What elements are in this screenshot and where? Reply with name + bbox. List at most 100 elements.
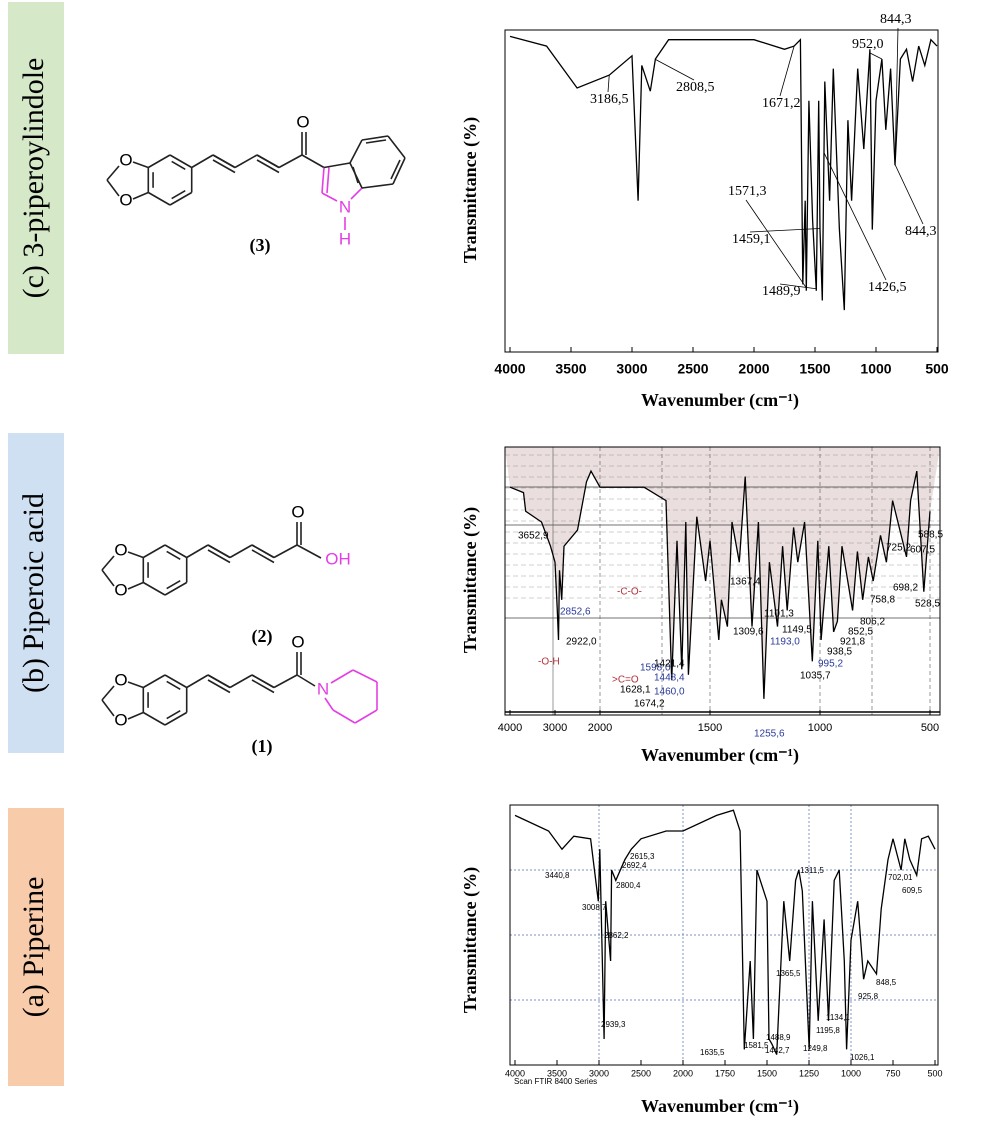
peak-label: 588,5 [918, 530, 943, 541]
caption: Scan FTIR 8400 Series [514, 1077, 597, 1086]
x-axis-label: Wavenumber (cm⁻¹) [641, 1096, 799, 1117]
bond [326, 167, 330, 194]
bond [365, 139, 387, 144]
bond [390, 159, 401, 180]
bond [127, 581, 144, 590]
bond [127, 551, 144, 559]
panel-label-box [8, 433, 64, 753]
bond [191, 154, 214, 169]
y-axis-label: Transmittance (%) [460, 867, 481, 1013]
x-tick-label: 1000 [841, 1068, 861, 1078]
bond [256, 154, 280, 169]
peak-label: 1026,1 [850, 1053, 875, 1062]
x-tick-label: 1750 [715, 1068, 735, 1078]
atom-label: N [339, 197, 351, 216]
spectrum-line [514, 809, 936, 1055]
peak-label: 3008,7 [582, 903, 607, 912]
x-tick-label: 4000 [505, 1068, 525, 1078]
leader-line [779, 45, 795, 97]
bond [166, 550, 181, 560]
peak-label: 852,5 [848, 627, 873, 638]
peak-label: 1571,3 [728, 184, 767, 199]
shading [505, 447, 940, 699]
x-tick-label: 3500 [555, 361, 586, 377]
bond [166, 680, 181, 690]
bond [256, 159, 280, 174]
x-tick-label: 3000 [616, 361, 647, 377]
x-tick-label: 3000 [543, 722, 567, 734]
atom-label: O [291, 632, 304, 651]
bond [166, 710, 181, 720]
leader-line [607, 75, 610, 93]
peak-label: 1193,0 [770, 637, 800, 648]
bond [321, 192, 338, 202]
leader-line [823, 152, 887, 281]
bond [212, 154, 236, 169]
peak-label: 725,2 [886, 543, 911, 554]
peak-label: 844,3 [880, 12, 912, 27]
peak-label: 1489,9 [762, 284, 801, 299]
peak-label: 1460,0 [654, 687, 685, 698]
bond [212, 159, 236, 174]
peak-label: 2800,4 [616, 881, 641, 890]
bond [207, 549, 231, 564]
bond [166, 580, 181, 590]
peak-label: 1448,4 [654, 673, 685, 684]
panel-label: (b) Piperoic acid [17, 493, 50, 693]
bond [142, 581, 166, 596]
peak-label: 1311,5 [800, 866, 824, 875]
bond [251, 544, 275, 559]
compound-number: (3) [250, 235, 271, 256]
bond [101, 555, 115, 571]
atom-label: O [119, 150, 132, 169]
bond [352, 669, 378, 683]
peak-label: 1367,4 [730, 577, 761, 588]
peak-label: 925,8 [858, 992, 879, 1001]
bond [296, 544, 322, 559]
x-tick-label: 2000 [738, 361, 769, 377]
x-tick-label: 1500 [698, 722, 722, 734]
bond [171, 190, 186, 200]
peak-label: 1442,7 [765, 1046, 790, 1055]
bond [332, 709, 356, 724]
spectrum-line [509, 35, 938, 311]
peak-label: 1674,2 [634, 699, 665, 710]
bond [101, 569, 115, 587]
x-tick-label: 1500 [757, 1068, 777, 1078]
bond [207, 679, 231, 694]
bond [186, 674, 209, 689]
peak-label: 938,5 [827, 647, 852, 658]
bond [354, 709, 378, 724]
peak-label: 698,2 [893, 583, 918, 594]
bond [127, 711, 144, 720]
atom-label: O [114, 710, 127, 729]
bond [330, 669, 354, 684]
x-tick-label: 2500 [631, 1068, 651, 1078]
bond [301, 154, 325, 169]
peak-label: 2808,5 [676, 80, 715, 95]
peak-label: 1488,9 [766, 1033, 791, 1042]
peak-label: 921,8 [840, 637, 865, 648]
peak-label: 609,5 [902, 886, 923, 895]
bond [186, 544, 209, 559]
peak-label: 758,8 [870, 595, 895, 606]
atom-label: O [296, 112, 309, 131]
peak-label: -C-O- [617, 587, 642, 598]
plot-frame [509, 804, 939, 1066]
bond [142, 544, 166, 559]
leader-line [779, 283, 817, 290]
y-axis-label: Transmittance (%) [460, 117, 481, 263]
bond [171, 160, 186, 170]
bond [229, 544, 253, 559]
bond [324, 697, 334, 711]
peak-label: 1421,4 [654, 659, 685, 670]
atom-label: OH [325, 549, 351, 568]
peak-label: 1149,5 [782, 625, 812, 636]
peak-label: 1671,2 [762, 96, 801, 111]
bond [147, 191, 171, 206]
bond [273, 674, 298, 689]
bond [323, 162, 351, 169]
peak-label: 2922,0 [566, 637, 597, 648]
bond [387, 135, 406, 159]
peak-label: 1426,5 [868, 280, 907, 295]
